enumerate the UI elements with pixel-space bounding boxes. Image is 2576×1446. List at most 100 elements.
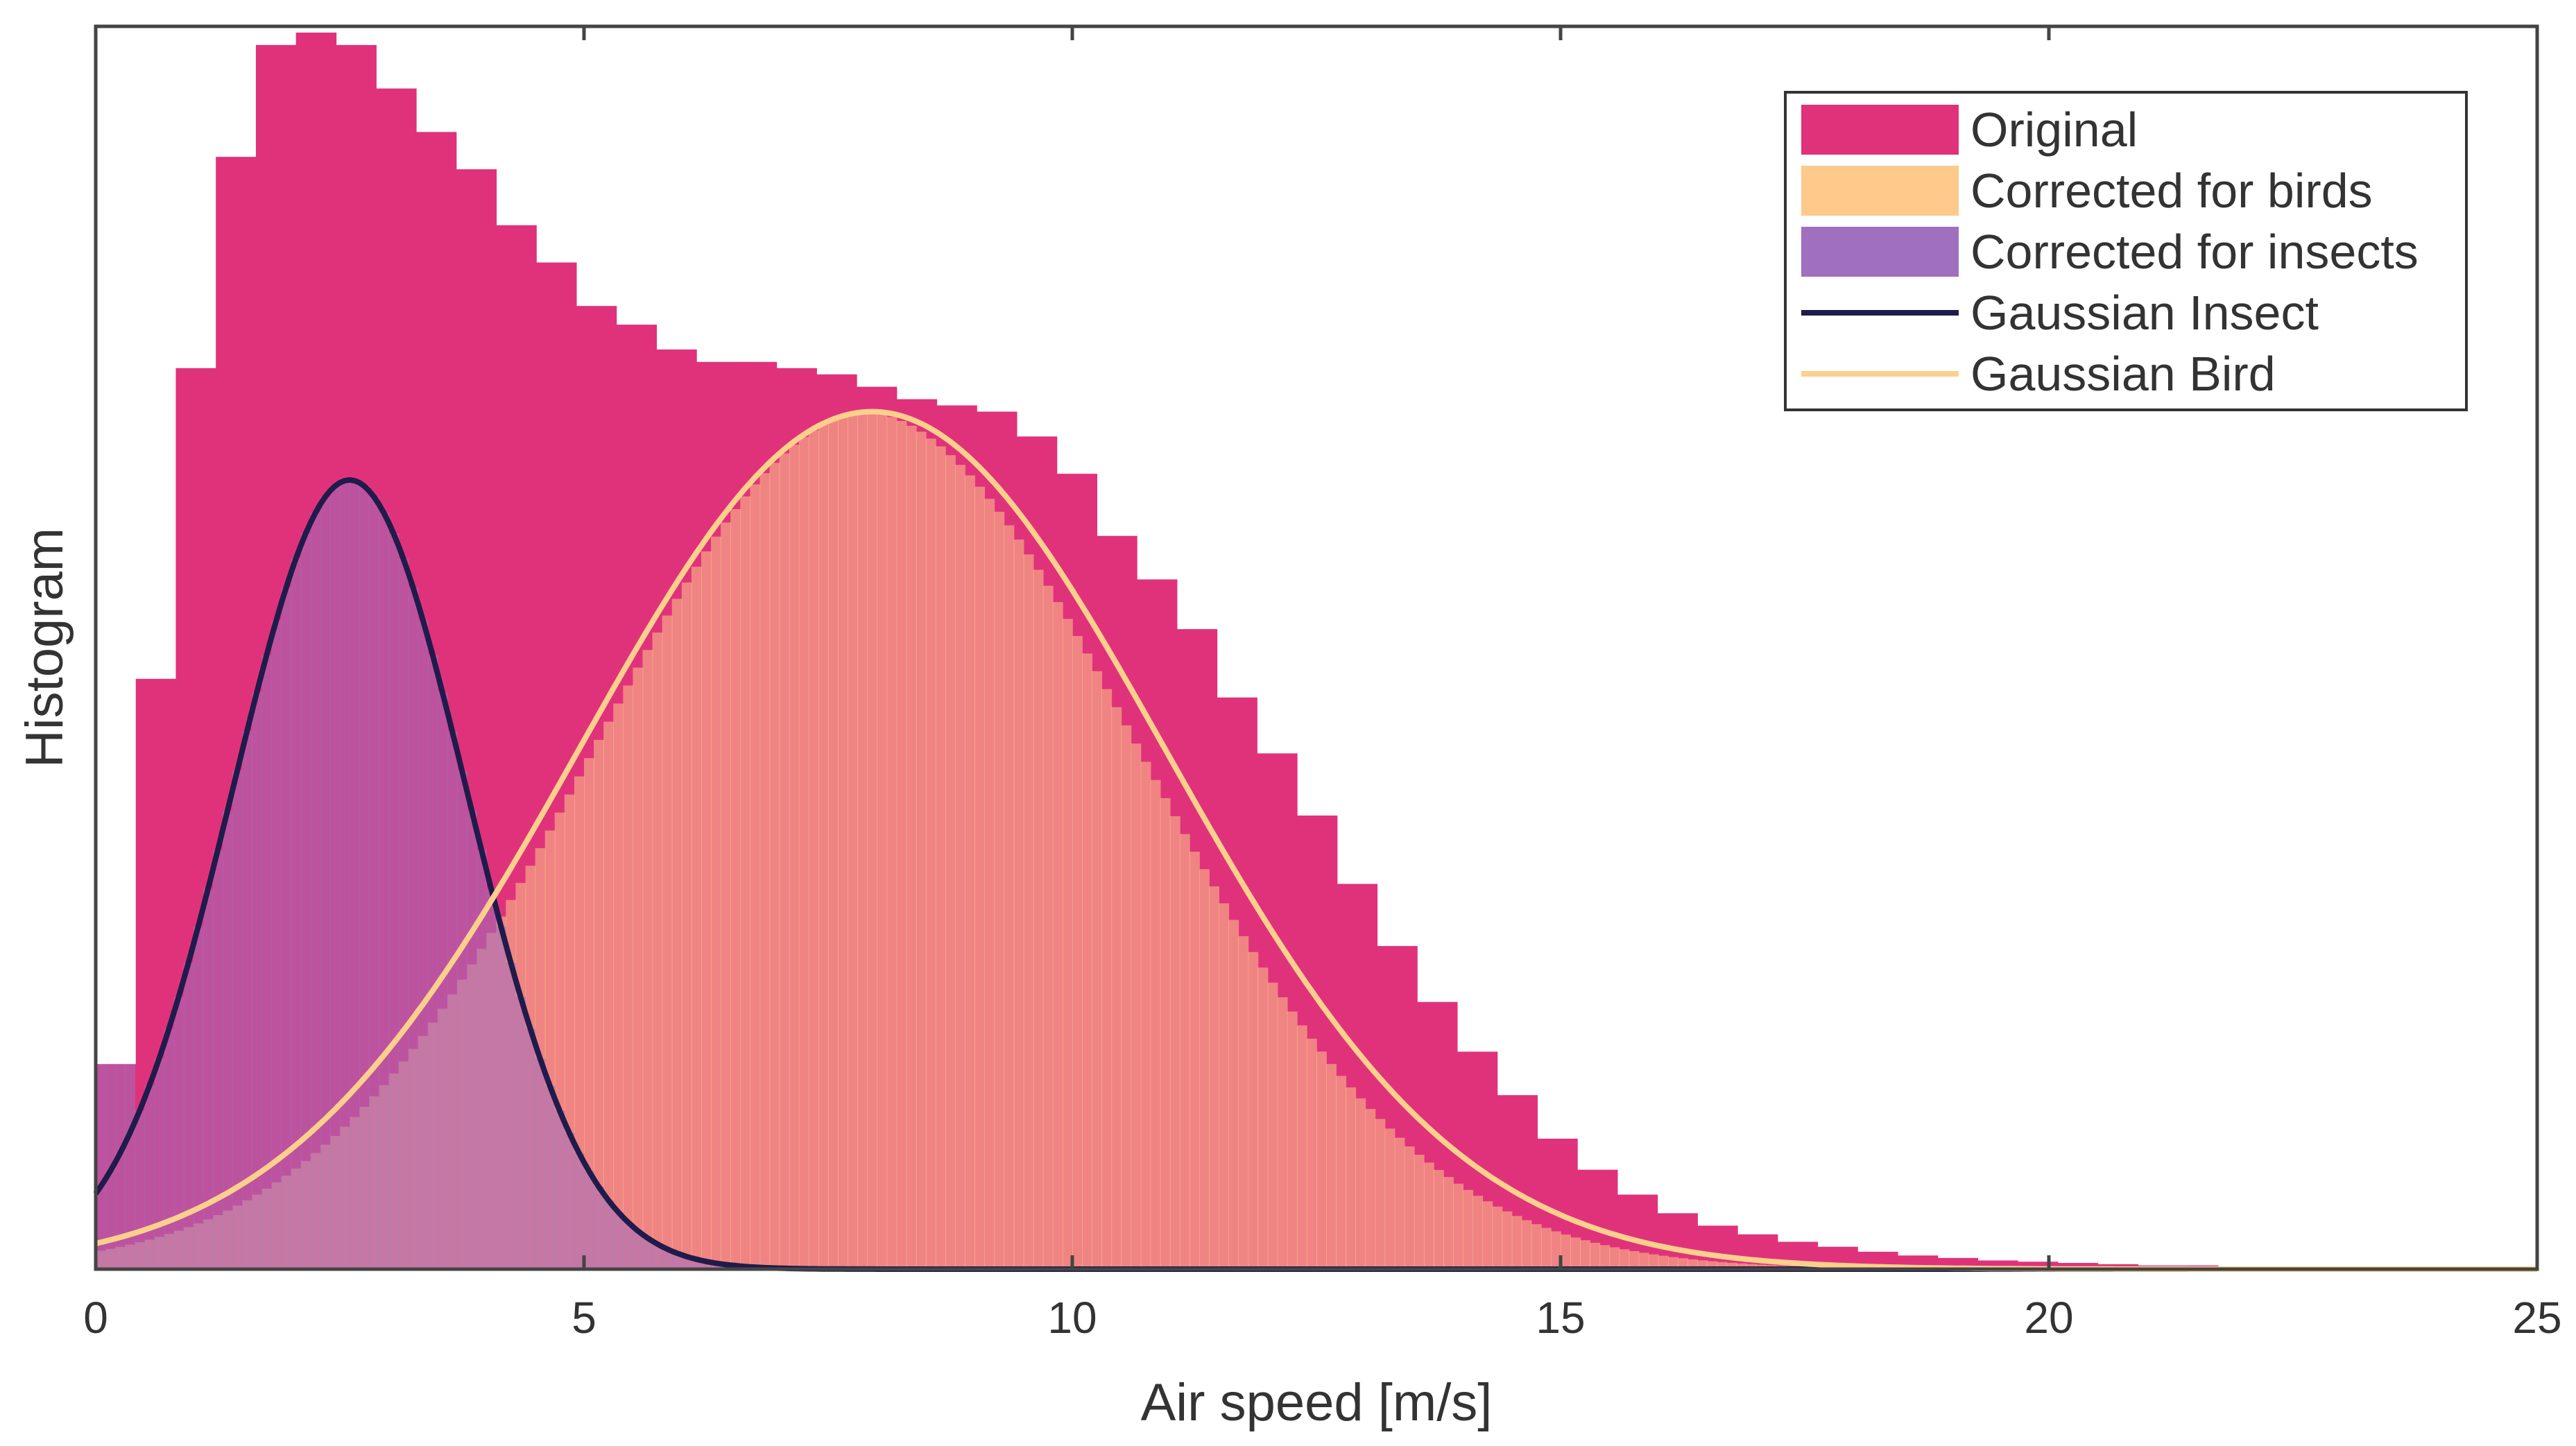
corrected-birds-bar (1375, 1119, 1386, 1269)
corrected-birds-bar (925, 438, 936, 1270)
legend-label: Corrected for insects (1970, 225, 2419, 279)
corrected-birds-bar (1219, 903, 1230, 1269)
corrected-birds-bar (1707, 1261, 1718, 1269)
corrected-insects-bar (193, 926, 204, 1269)
corrected-insects-bar (613, 1212, 624, 1269)
original-bar (2017, 1262, 2059, 1269)
corrected-birds-bar (1550, 1231, 1561, 1269)
corrected-birds-bar (1169, 816, 1180, 1269)
corrected-birds-bar (701, 551, 712, 1269)
corrected-insects-bar (711, 1263, 721, 1269)
corrected-insects-bar (359, 485, 370, 1270)
corrected-birds-bar (730, 509, 741, 1270)
corrected-birds-bar (965, 475, 975, 1269)
corrected-birds-bar (1638, 1253, 1649, 1269)
corrected-birds-bar (789, 445, 800, 1270)
plot-frame (94, 24, 2539, 1271)
corrected-birds-bar (740, 496, 751, 1269)
corrected-birds-bar (1228, 920, 1239, 1269)
corrected-birds-bar (818, 424, 829, 1269)
corrected-insects-bar (350, 481, 360, 1269)
corrected-birds-bar (1726, 1262, 1737, 1269)
corrected-birds-bar (1062, 619, 1073, 1269)
corrected-insects-bar (212, 850, 223, 1269)
corrected-birds-bar (906, 425, 917, 1269)
corrected-insects-bar (242, 731, 253, 1269)
corrected-birds-bar (1238, 936, 1249, 1269)
corrected-birds-bar (1277, 997, 1288, 1269)
corrected-insects-bar (183, 962, 194, 1269)
corrected-birds-bar (1590, 1242, 1601, 1269)
corrected-insects-bar (633, 1230, 644, 1269)
corrected-birds-bar (1658, 1255, 1669, 1269)
x-tick-label: 20 (2024, 1293, 2073, 1343)
legend: Original Corrected for birds Corrected for… (1784, 91, 2468, 411)
corrected-insects-bar (603, 1200, 615, 1269)
x-tick-label: 25 (2512, 1293, 2561, 1343)
corrected-insects-bar (584, 1171, 594, 1269)
corrected-birds-bar (1023, 554, 1034, 1269)
corrected-birds-bar (974, 486, 986, 1269)
corrected-insects-bar (652, 1243, 663, 1269)
corrected-birds-bar (1570, 1237, 1581, 1269)
corrected-birds-bar (1453, 1183, 1463, 1269)
x-tick-label: 0 (83, 1293, 108, 1343)
corrected-birds-bar (1306, 1038, 1317, 1269)
corrected-insects-bar (271, 619, 282, 1269)
legend-swatch-original (1801, 105, 1959, 155)
corrected-birds-bar (1492, 1206, 1503, 1269)
corrected-birds-bar (1717, 1262, 1728, 1269)
corrected-insects-bar (467, 810, 477, 1269)
corrected-birds-bar (828, 420, 839, 1269)
corrected-birds-bar (1082, 653, 1092, 1269)
corrected-insects-bar (164, 1028, 175, 1269)
corrected-insects-bar (125, 1064, 136, 1269)
corrected-birds-bar (711, 536, 721, 1269)
corrected-birds-bar (1042, 585, 1054, 1269)
x-axis-label: Air speed [m/s] (1141, 1373, 1493, 1432)
corrected-insects-bar (310, 513, 321, 1269)
original-bar (2057, 1263, 2099, 1269)
corrected-birds-bar (1619, 1249, 1630, 1269)
corrected-birds-bar (798, 437, 809, 1269)
corrected-birds-bar (1336, 1076, 1347, 1269)
corrected-insects-bar (554, 1110, 565, 1269)
corrected-insects-bar (340, 481, 350, 1269)
corrected-insects-bar (447, 731, 458, 1269)
corrected-birds-bar (1004, 525, 1015, 1269)
corrected-birds-bar (1199, 869, 1210, 1269)
corrected-birds-bar (1511, 1216, 1522, 1269)
corrected-birds-bar (1140, 761, 1151, 1269)
corrected-birds-bar (652, 632, 663, 1269)
corrected-birds-bar (886, 417, 898, 1270)
y-axis-label: Histogram (15, 528, 74, 768)
corrected-birds-bar (1394, 1137, 1405, 1269)
corrected-birds-bar (1414, 1154, 1425, 1269)
corrected-birds-bar (1482, 1201, 1493, 1269)
corrected-insects-bar (281, 587, 292, 1269)
corrected-birds-bar (848, 413, 859, 1270)
x-tick-label: 5 (572, 1293, 596, 1343)
corrected-insects-bar (203, 888, 214, 1269)
corrected-birds-bar (1423, 1162, 1434, 1269)
corrected-birds-bar (1179, 834, 1190, 1269)
corrected-birds-bar (1629, 1250, 1640, 1269)
corrected-birds-bar (1189, 852, 1200, 1269)
x-tick-label: 15 (1536, 1293, 1585, 1343)
corrected-birds-bar (769, 463, 780, 1269)
corrected-birds-bar (1609, 1247, 1620, 1269)
corrected-birds-bar (1346, 1087, 1357, 1269)
legend-label: Gaussian Bird (1970, 347, 2276, 401)
corrected-birds-bar (1540, 1228, 1552, 1269)
corrected-insects-bar (525, 1028, 536, 1269)
corrected-insects-bar (115, 1064, 126, 1269)
corrected-insects-bar (154, 1058, 165, 1269)
corrected-birds-bar (1316, 1051, 1327, 1269)
corrected-birds-bar (1150, 780, 1161, 1269)
histogram-corrected-for-insects (96, 481, 761, 1270)
legend-swatch-corrected-birds (1801, 166, 1959, 216)
corrected-birds-bar (1131, 743, 1142, 1269)
corrected-birds-bar (808, 430, 819, 1269)
corrected-birds-bar (594, 739, 604, 1269)
corrected-insects-bar (496, 926, 507, 1269)
